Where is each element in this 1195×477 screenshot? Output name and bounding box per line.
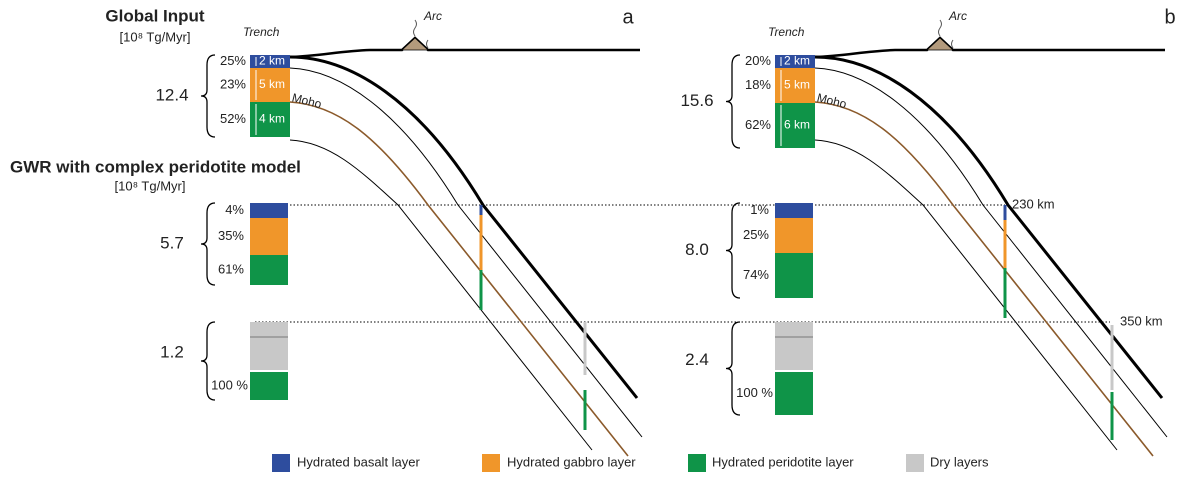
gwr-percent: 25%: [743, 227, 769, 242]
arc-label: Arc: [423, 9, 442, 23]
input-percent: 62%: [745, 117, 771, 132]
trench-label: Trench: [768, 25, 805, 39]
surface-line: [815, 38, 1165, 57]
input-percent: 52%: [220, 111, 246, 126]
input-percent: 20%: [745, 53, 771, 68]
input-title: Global Input: [105, 6, 204, 25]
depth-label: 350 km: [1120, 313, 1163, 328]
gwr-layer: [775, 253, 813, 298]
gwr-percent: 100 %: [211, 377, 248, 392]
input-total: 15.6: [680, 91, 713, 110]
gwr-layer: [250, 372, 288, 400]
legend-swatch: [272, 454, 290, 472]
slab-stripe: [584, 390, 587, 430]
input-unit: [10⁸ Tg/Myr]: [120, 29, 191, 44]
legend-swatch: [688, 454, 706, 472]
legend-label: Hydrated peridotite layer: [712, 454, 854, 469]
subduction-panel: [815, 20, 1167, 456]
gwr-total: 5.7: [160, 233, 184, 252]
moho-line: [815, 102, 1153, 456]
slab-top: [815, 57, 1162, 398]
gwr-title: GWR with complex peridotite model: [10, 157, 301, 176]
slab-base: [290, 140, 592, 450]
volcano: [927, 38, 953, 50]
dry-layer: [250, 322, 288, 370]
subduction-panel: [290, 20, 642, 456]
input-total: 12.4: [155, 85, 188, 104]
input-percent: 18%: [745, 77, 771, 92]
trench-label: Trench: [243, 25, 280, 39]
thickness-label: 4 km: [259, 112, 285, 126]
gwr-unit: [10⁸ Tg/Myr]: [115, 178, 186, 193]
thickness-label: 2 km: [259, 54, 285, 68]
gwr-layer: [775, 218, 813, 253]
gwr-total: 2.4: [685, 350, 709, 369]
legend-label: Hydrated gabbro layer: [507, 454, 636, 469]
slab-stripe: [1004, 268, 1007, 318]
gwr-layer: [775, 372, 813, 415]
slab-stripe: [1004, 205, 1007, 220]
input-percent: 23%: [220, 76, 246, 91]
brace: [726, 203, 740, 298]
thickness-label: 6 km: [784, 118, 810, 132]
arc-label: Arc: [948, 9, 967, 23]
moho-label: Moho: [291, 90, 324, 111]
volcano: [402, 38, 428, 50]
gwr-layer: [250, 218, 288, 255]
slab-stripe: [480, 270, 483, 310]
gwr-percent: 4%: [225, 202, 244, 217]
thickness-label: 5 km: [784, 78, 810, 92]
gwr-layer: [250, 255, 288, 285]
input-percent: 25%: [220, 53, 246, 68]
gwr-total: 8.0: [685, 240, 709, 259]
surface-line: [290, 38, 640, 57]
slab-base: [815, 140, 1117, 450]
gwr-percent: 74%: [743, 267, 769, 282]
gwr-layer: [775, 203, 813, 218]
slab-stripe: [480, 205, 483, 215]
slab-stripe: [1111, 325, 1114, 390]
legend-label: Dry layers: [930, 454, 989, 469]
gwr-percent: 100 %: [736, 385, 773, 400]
slab-stripe: [1004, 220, 1007, 268]
gwr-layer: [250, 203, 288, 218]
slab-stripe: [1111, 392, 1114, 440]
panel-label: b: [1164, 6, 1175, 28]
brace: [726, 55, 740, 148]
moho-line: [290, 102, 628, 456]
thickness-label: 2 km: [784, 54, 810, 68]
legend-label: Hydrated basalt layer: [297, 454, 421, 469]
slab-stripe: [584, 322, 587, 375]
diagram: Global Input [10⁸ Tg/Myr] GWR with compl…: [0, 0, 1195, 477]
depth-label: 230 km: [1012, 196, 1055, 211]
gwr-percent: 35%: [218, 228, 244, 243]
gwr-percent: 61%: [218, 261, 244, 276]
gwr-percent: 1%: [750, 202, 769, 217]
dry-layer: [775, 322, 813, 370]
thickness-label: 5 km: [259, 77, 285, 91]
legend: Hydrated basalt layer Hydrated gabbro la…: [272, 454, 989, 472]
panel-label: a: [622, 6, 634, 28]
legend-swatch: [906, 454, 924, 472]
moho-label: Moho: [816, 90, 849, 111]
brace: [201, 55, 215, 137]
legend-swatch: [482, 454, 500, 472]
slab-stripe: [480, 215, 483, 270]
gwr-total: 1.2: [160, 342, 184, 361]
brace: [726, 322, 740, 415]
brace: [201, 203, 215, 285]
